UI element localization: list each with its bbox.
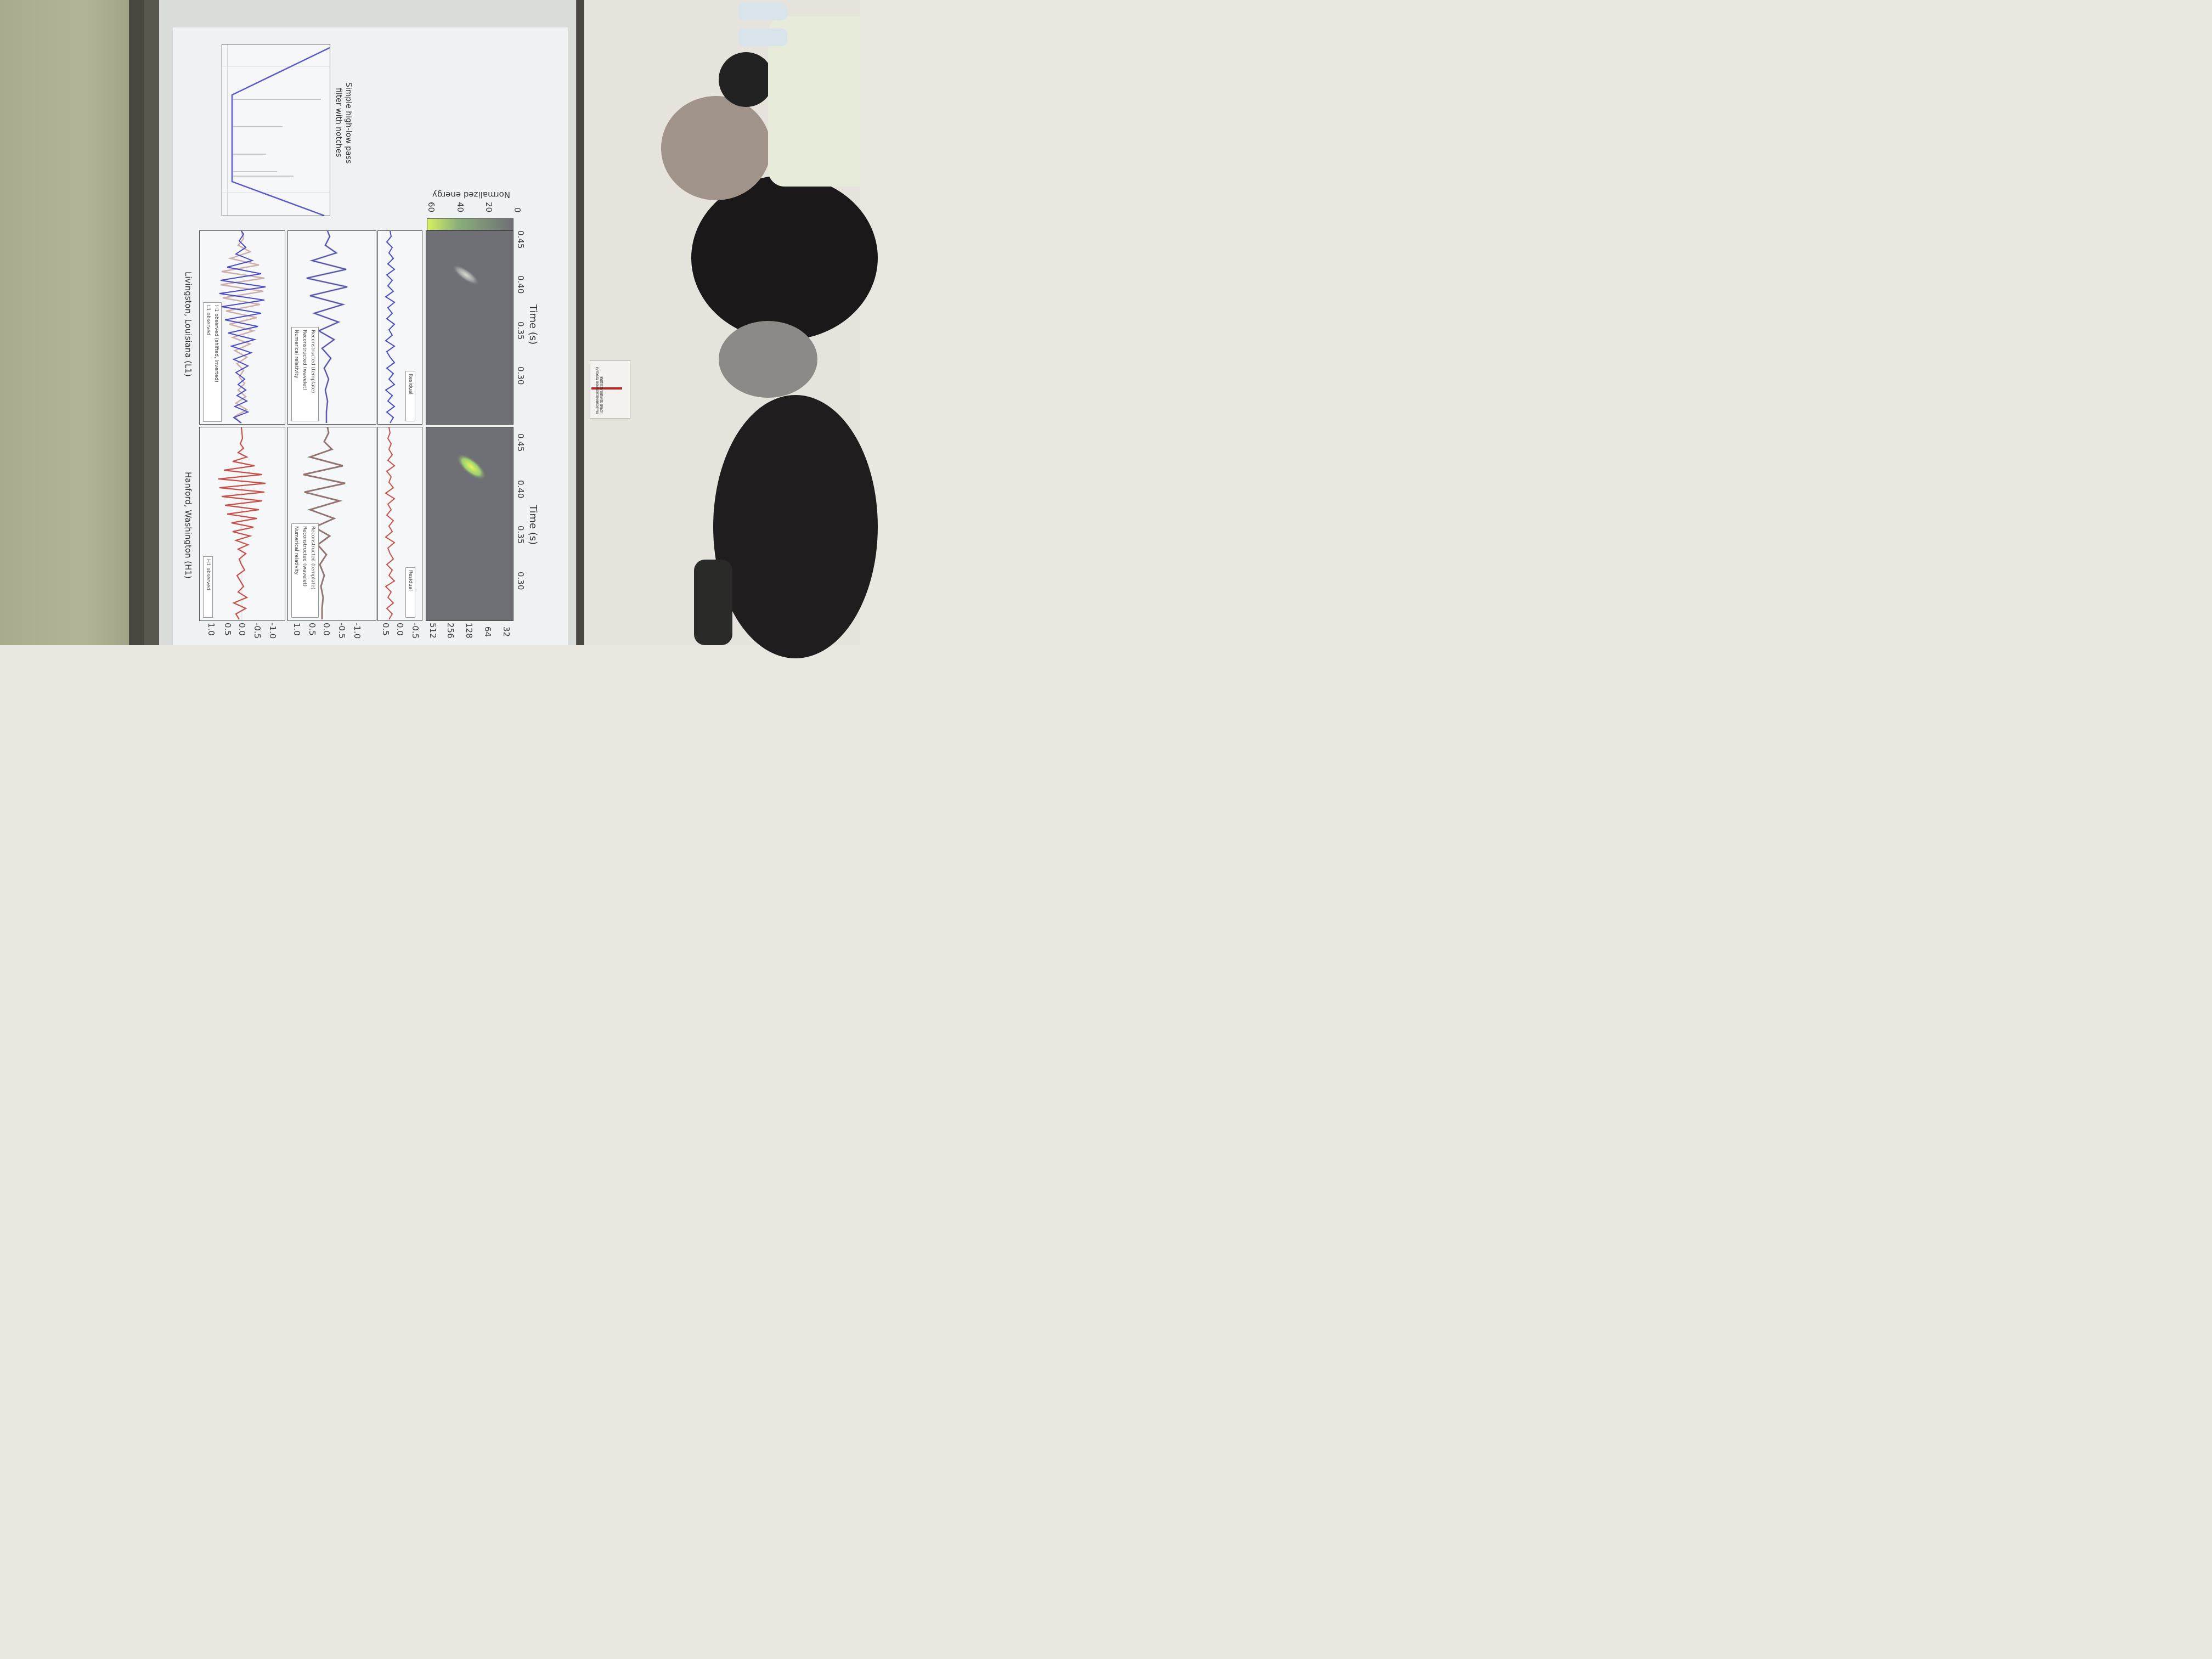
colorbar xyxy=(427,218,514,230)
h1-residual-legend: Residual xyxy=(405,567,415,618)
h1-numrel-line xyxy=(303,427,346,619)
ytick-strain-1: 1.0 xyxy=(206,623,216,636)
water-bottle-1 xyxy=(738,3,787,20)
h1-legend-wavelet: Reconstructed (wavelet) xyxy=(302,526,307,587)
audience-jacket xyxy=(694,560,732,645)
l1-xtick-045: 0.45 xyxy=(516,230,526,249)
l1-residual-legend: Residual xyxy=(405,371,415,421)
ytick-freq-256: 256 xyxy=(445,623,455,639)
ytick-strain-m1: -1.0 xyxy=(268,623,278,639)
ytick-strain-m05: -0.5 xyxy=(252,623,262,639)
ytick-res-m05: -0.5 xyxy=(410,623,420,639)
notice-text: 禁止在教室内乱贴乱画 请爱护公共设施 如有损坏照价赔偿 xyxy=(596,366,604,414)
h1-xtick-045: 0.45 xyxy=(516,433,526,452)
h1-xtick-040: 0.40 xyxy=(516,480,526,499)
ytick-freq-64: 64 xyxy=(483,627,493,637)
cbar-tick-0: 0 xyxy=(512,207,522,213)
h1-obs-legend: H1 observed xyxy=(203,556,213,618)
cbar-tick-60: 60 xyxy=(426,202,436,213)
ytick-res-05: 0.5 xyxy=(381,623,391,636)
l1-chirp xyxy=(452,264,480,286)
h1-recon-svg xyxy=(303,427,346,619)
h1-legend-numrel: Numerical relativity xyxy=(294,526,299,575)
h1-chirp xyxy=(456,453,487,481)
l1-strain-svg xyxy=(219,231,266,424)
ytick-strain-05: 0.5 xyxy=(223,623,233,636)
l1-spectrogram xyxy=(426,230,514,425)
filter-caption-1: Simple high-low pass xyxy=(344,82,353,164)
ytick-freq-32: 32 xyxy=(501,627,511,637)
h1-strain-svg xyxy=(218,427,266,620)
l1-xtick-035: 0.35 xyxy=(516,321,526,340)
l1-recon-svg xyxy=(306,231,348,423)
l1-h1-shifted-line xyxy=(220,231,265,424)
ytick-freq-512: 512 xyxy=(428,623,438,639)
ytick-recon-0: 0.0 xyxy=(321,623,331,636)
ytick-strain-0: 0.0 xyxy=(237,623,247,636)
h1-strain-panel: H1 observed xyxy=(199,427,285,621)
h1-residual-line xyxy=(385,427,396,620)
audience-head-4 xyxy=(719,321,817,398)
filter-plot-svg xyxy=(222,44,330,216)
h1-spectrogram-svg xyxy=(456,453,487,481)
audience-head-1 xyxy=(713,395,878,658)
title-h1: Hanford, Washington (H1) xyxy=(183,472,193,579)
l1-legend-numrel: Numerical relativity xyxy=(294,330,299,379)
h1-obs-legend-text: H1 observed xyxy=(205,559,211,591)
l1-recon-panel: Numerical relativity Reconstructed (wave… xyxy=(287,230,376,425)
h1-legend-residual: Residual xyxy=(408,570,413,591)
wall-left xyxy=(0,0,143,645)
h1-xtick-035: 0.35 xyxy=(516,526,526,544)
ytick-recon-05: 0.5 xyxy=(307,623,317,636)
ytick-recon-m1: -1.0 xyxy=(352,623,362,639)
l1-legend-wavelet: Reconstructed (wavelet) xyxy=(302,330,307,391)
ytick-freq-128: 128 xyxy=(464,623,474,639)
h1-observed-line xyxy=(218,427,266,620)
wall-notice: 禁止在教室内乱贴乱画 请爱护公共设施 如有损坏照价赔偿 xyxy=(590,360,630,419)
ytick-res-0: 0.0 xyxy=(395,623,405,636)
l1-legend-shifted: H1 observed (shifted, inverted) xyxy=(213,305,219,382)
h1-xlabel: Time (s) xyxy=(527,505,539,545)
filter-response-line xyxy=(231,47,330,216)
h1-residual-svg xyxy=(385,427,396,620)
l1-xtick-030: 0.30 xyxy=(516,366,526,385)
l1-legend-residual: Residual xyxy=(408,374,413,395)
l1-spectrogram-svg xyxy=(452,264,480,286)
ytick-recon-m05: -0.5 xyxy=(337,623,347,639)
l1-residual-panel: Residual xyxy=(377,230,422,425)
l1-numrel-line xyxy=(306,231,348,423)
h1-spectrogram xyxy=(426,427,514,621)
h1-residual-panel: Residual xyxy=(377,427,422,621)
ytick-recon-1: 1.0 xyxy=(292,623,302,636)
filter-plot xyxy=(222,44,330,216)
notice-stripe xyxy=(591,387,622,390)
h1-recon-panel: Numerical relativity Reconstructed (wave… xyxy=(287,427,376,621)
l1-observed-line xyxy=(219,231,266,424)
l1-legend-template: Reconstructed (template) xyxy=(310,330,315,393)
l1-strain-panel: L1 observed H1 observed (shifted, invert… xyxy=(199,230,285,425)
audience-head-5 xyxy=(719,52,774,107)
audience-head-2 xyxy=(691,176,878,340)
l1-residual-line xyxy=(385,231,396,424)
title-l1: Livingston, Louisiana (L1) xyxy=(183,272,193,377)
cbar-tick-20: 20 xyxy=(484,202,494,213)
h1-recon-legend: Numerical relativity Reconstructed (wave… xyxy=(291,523,319,618)
l1-obs-legend: L1 observed H1 observed (shifted, invert… xyxy=(203,302,222,422)
l1-recon-legend: Numerical relativity Reconstructed (wave… xyxy=(291,327,319,421)
l1-xlabel: Time (s) xyxy=(527,304,539,345)
filter-caption-2: filter with notches xyxy=(334,88,343,157)
water-bottle-2 xyxy=(738,29,787,46)
audience-head-3 xyxy=(661,96,771,200)
h1-xtick-030: 0.30 xyxy=(516,572,526,590)
colorbar-label: Normalized energy xyxy=(432,190,510,200)
l1-residual-svg xyxy=(385,231,396,424)
cbar-tick-40: 40 xyxy=(455,202,465,213)
l1-legend-observed: L1 observed xyxy=(205,305,211,336)
h1-legend-template: Reconstructed (template) xyxy=(310,526,315,590)
filter-notches xyxy=(233,99,321,177)
l1-xtick-040: 0.40 xyxy=(516,275,526,294)
